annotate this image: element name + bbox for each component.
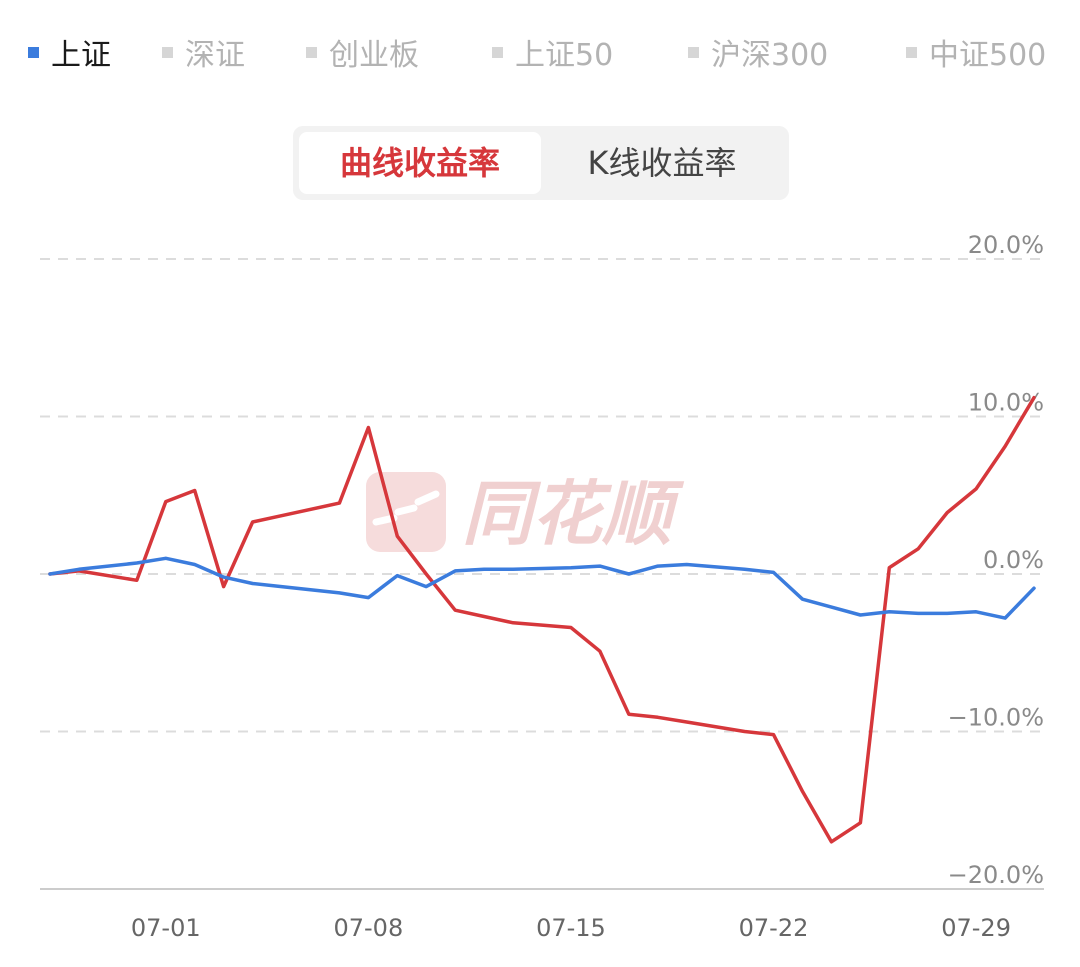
x-tick-label: 07-22 [739,914,809,942]
x-tick-label: 07-01 [131,914,201,942]
index-tab-label: 上证50 [515,38,614,73]
index-tab-marker [306,46,317,58]
y-tick-label: −20.0% [948,861,1044,889]
index-return-line [48,556,1036,620]
index-tab-label: 创业板 [329,38,419,73]
index-tab-shenzhen[interactable]: 深证 [162,30,245,74]
index-tab-csi300[interactable]: 沪深300 [688,30,828,74]
index-tab-marker [688,46,699,58]
x-tick-label: 07-15 [536,914,606,942]
index-tab-marker [906,46,917,58]
index-tab-label: 上证 [51,38,111,73]
return-mode-toggle: 曲线收益率 K线收益率 [293,126,789,200]
index-tab-sse50[interactable]: 上证50 [492,30,613,74]
index-tab-shanghai[interactable]: 上证 [28,30,111,74]
y-tick-label: −10.0% [948,704,1044,732]
portfolio-return-line [48,395,1036,844]
index-tab-label: 深证 [185,38,245,73]
index-tab-label: 沪深300 [711,38,829,73]
index-tab-label: 中证500 [929,38,1047,73]
index-tab-csi500[interactable]: 中证500 [906,30,1046,74]
x-tick-label: 07-29 [941,914,1011,942]
index-tabs: 上证 深证 创业板 上证50 沪深300 中证500 [0,0,1080,104]
y-tick-label: 0.0% [983,546,1044,574]
watermark: 同花顺 [366,472,685,555]
index-tab-marker [162,46,173,58]
watermark-text: 同花顺 [462,473,685,555]
kline-return-option[interactable]: K线收益率 [587,144,737,182]
curve-return-option[interactable]: 曲线收益率 [299,132,541,194]
index-tab-marker [492,46,503,58]
index-tab-chinext[interactable]: 创业板 [306,30,419,74]
y-tick-label: 20.0% [968,231,1044,259]
x-tick-label: 07-08 [333,914,403,942]
index-tab-marker [28,46,39,58]
